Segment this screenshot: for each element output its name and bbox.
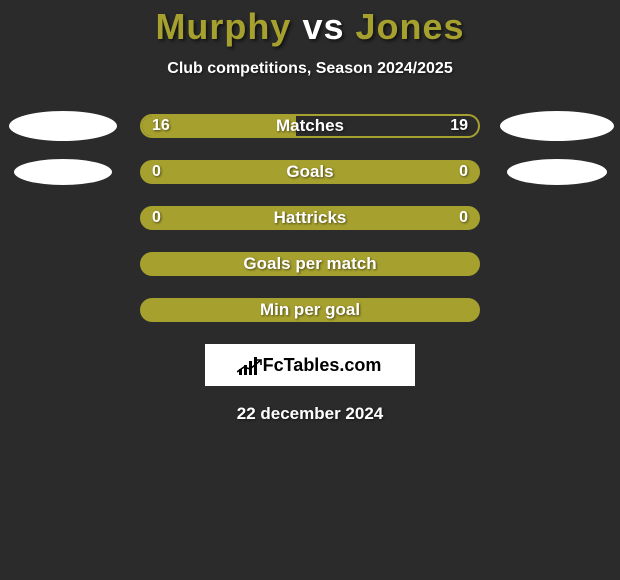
date-text: 22 december 2024 — [0, 404, 620, 424]
stat-row: Goals per match — [0, 252, 620, 276]
left-ellipse-icon — [9, 111, 117, 141]
logo-text: FcTables.com — [263, 355, 382, 376]
stat-bar: 16 19 Matches — [140, 114, 480, 138]
stat-label: Min per goal — [260, 300, 360, 320]
stat-bar: Goals per match — [140, 252, 480, 276]
right-ellipse-icon — [500, 111, 614, 141]
stat-row: 0 0 Goals — [0, 160, 620, 184]
stat-bar: Min per goal — [140, 298, 480, 322]
stat-row: Min per goal — [0, 298, 620, 322]
logo-trend-line-icon — [237, 359, 263, 373]
logo-bars-icon — [239, 355, 257, 375]
stats-chart: 16 19 Matches 0 0 Goals 0 0 Hattricks Goals per m… — [0, 114, 620, 322]
stat-bar: 0 0 Goals — [140, 160, 480, 184]
comparison-infographic: Murphy vs Jones Club competitions, Seaso… — [0, 0, 620, 580]
stat-left-value: 0 — [152, 209, 161, 227]
stat-bar: 0 0 Hattricks — [140, 206, 480, 230]
right-ellipse-icon — [507, 159, 607, 185]
title-player1: Murphy — [155, 6, 291, 47]
stat-row: 0 0 Hattricks — [0, 206, 620, 230]
page-title: Murphy vs Jones — [0, 6, 620, 48]
stat-label: Goals — [286, 162, 333, 182]
stat-left-value: 0 — [152, 163, 161, 181]
stat-left-value: 16 — [152, 117, 170, 135]
title-player2: Jones — [356, 6, 465, 47]
left-ellipse-icon — [14, 159, 112, 185]
stat-row: 16 19 Matches — [0, 114, 620, 138]
stat-right-value: 0 — [459, 209, 468, 227]
stat-label: Matches — [276, 116, 344, 136]
stat-label: Goals per match — [243, 254, 376, 274]
stat-right-value: 19 — [450, 117, 468, 135]
stat-right-value: 0 — [459, 163, 468, 181]
title-vs: vs — [302, 6, 344, 47]
subtitle: Club competitions, Season 2024/2025 — [0, 60, 620, 78]
logo-box: FcTables.com — [205, 344, 415, 386]
stat-label: Hattricks — [274, 208, 347, 228]
